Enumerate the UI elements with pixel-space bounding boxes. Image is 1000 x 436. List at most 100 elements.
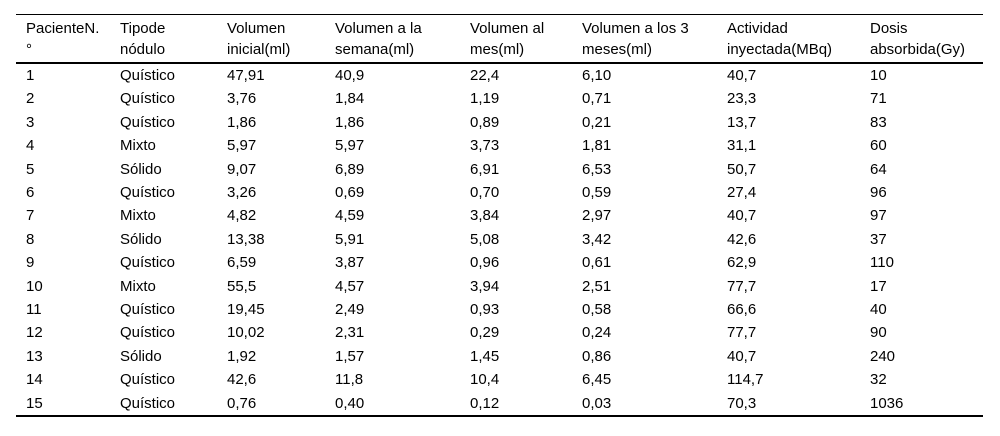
cell-volumen-semana: 3,87 — [335, 254, 365, 272]
cell-dosis-absorbida: 64 — [870, 160, 887, 178]
table-row: 9 Quístico 6,59 3,87 0,96 0,61 62,9 110 — [16, 251, 983, 274]
cell-tipo-nodulo: Sólido — [120, 230, 162, 248]
header-text-line1: Dosis — [870, 20, 908, 37]
table-row: 6 Quístico 3,26 0,69 0,70 0,59 27,4 96 — [16, 181, 983, 204]
cell-volumen-mes: 0,29 — [470, 324, 500, 342]
cell-dosis-absorbida: 32 — [870, 371, 887, 389]
cell-volumen-semana: 2,49 — [335, 301, 365, 319]
table-row: 10 Mixto 55,5 4,57 3,94 2,51 77,7 17 — [16, 275, 983, 298]
cell-tipo-nodulo: Sólido — [120, 160, 162, 178]
cell-actividad-inyectada: 13,7 — [727, 113, 757, 131]
cell-actividad-inyectada: 114,7 — [727, 371, 764, 389]
table-row: 15 Quístico 0,76 0,40 0,12 0,03 70,3 1036 — [16, 392, 983, 416]
table-row: 14 Quístico 42,6 11,8 10,4 6,45 114,7 32 — [16, 368, 983, 391]
cell-volumen-semana: 4,57 — [335, 277, 365, 295]
cell-paciente-numero: 9 — [26, 254, 35, 272]
cell-volumen-3-meses: 0,61 — [582, 254, 612, 272]
cell-volumen-mes: 6,91 — [470, 160, 500, 178]
cell-volumen-inicial: 3,26 — [227, 184, 257, 202]
cell-volumen-mes: 0,12 — [470, 394, 500, 412]
column-header-tipo-nodulo: Tipode nódulo — [120, 15, 227, 64]
cell-volumen-inicial: 10,02 — [227, 324, 265, 342]
cell-volumen-mes: 0,96 — [470, 254, 500, 272]
table-row: 5 Sólido 9,07 6,89 6,91 6,53 50,7 64 — [16, 158, 983, 181]
cell-volumen-inicial: 1,92 — [227, 347, 257, 365]
cell-volumen-3-meses: 0,58 — [582, 301, 612, 319]
cell-volumen-inicial: 55,5 — [227, 277, 257, 295]
cell-dosis-absorbida: 83 — [870, 113, 887, 131]
header-text-line1: Volumen a la — [335, 20, 422, 37]
cell-tipo-nodulo: Quístico — [120, 254, 176, 272]
table-row: 13 Sólido 1,92 1,57 1,45 0,86 40,7 240 — [16, 345, 983, 368]
table-row: 1 Quístico 47,91 40,9 22,4 6,10 40,7 10 — [16, 63, 983, 87]
cell-actividad-inyectada: 77,7 — [727, 324, 757, 342]
cell-volumen-3-meses: 0,86 — [582, 347, 612, 365]
cell-paciente-numero: 5 — [26, 160, 35, 178]
cell-volumen-inicial: 3,76 — [227, 90, 257, 108]
cell-dosis-absorbida: 40 — [870, 301, 887, 319]
cell-volumen-semana: 0,69 — [335, 184, 365, 202]
cell-tipo-nodulo: Mixto — [120, 207, 156, 225]
cell-volumen-mes: 1,45 — [470, 347, 500, 365]
cell-volumen-semana: 2,31 — [335, 324, 365, 342]
cell-tipo-nodulo: Quístico — [120, 184, 176, 202]
cell-volumen-inicial: 1,86 — [227, 113, 257, 131]
header-text-line1: Volumen a los 3 — [582, 20, 689, 37]
cell-volumen-inicial: 42,6 — [227, 371, 257, 389]
cell-tipo-nodulo: Quístico — [120, 324, 176, 342]
header-text-line2: semana(ml) — [335, 41, 415, 58]
table-row: 8 Sólido 13,38 5,91 5,08 3,42 42,6 37 — [16, 228, 983, 251]
cell-volumen-inicial: 47,91 — [227, 67, 265, 84]
cell-dosis-absorbida: 10 — [870, 67, 887, 84]
cell-actividad-inyectada: 70,3 — [727, 394, 757, 412]
cell-dosis-absorbida: 60 — [870, 137, 887, 155]
cell-dosis-absorbida: 97 — [870, 207, 887, 225]
cell-dosis-absorbida: 96 — [870, 184, 887, 202]
table-row: 11 Quístico 19,45 2,49 0,93 0,58 66,6 40 — [16, 298, 983, 321]
cell-actividad-inyectada: 31,1 — [727, 137, 757, 155]
cell-volumen-inicial: 4,82 — [227, 207, 257, 225]
cell-tipo-nodulo: Mixto — [120, 137, 156, 155]
cell-actividad-inyectada: 50,7 — [727, 160, 757, 178]
cell-actividad-inyectada: 40,7 — [727, 347, 757, 365]
cell-paciente-numero: 2 — [26, 90, 35, 108]
cell-volumen-mes: 0,89 — [470, 113, 500, 131]
column-header-paciente-numero: PacienteN. ° — [16, 15, 120, 64]
cell-paciente-numero: 6 — [26, 184, 35, 202]
cell-volumen-mes: 3,84 — [470, 207, 500, 225]
column-header-volumen-inicial: Volumen inicial(ml) — [227, 15, 335, 64]
cell-volumen-3-meses: 6,10 — [582, 67, 612, 84]
header-text-line1: PacienteN. — [26, 20, 100, 37]
cell-volumen-inicial: 19,45 — [227, 301, 265, 319]
cell-volumen-3-meses: 0,03 — [582, 394, 612, 412]
cell-volumen-mes: 1,19 — [470, 90, 500, 108]
cell-dosis-absorbida: 110 — [870, 254, 894, 272]
cell-dosis-absorbida: 240 — [870, 347, 896, 365]
cell-volumen-3-meses: 0,71 — [582, 90, 612, 108]
cell-volumen-3-meses: 2,51 — [582, 277, 612, 295]
header-text-line2: ° — [26, 41, 32, 58]
cell-volumen-semana: 5,91 — [335, 230, 365, 248]
cell-tipo-nodulo: Quístico — [120, 90, 176, 108]
cell-volumen-3-meses: 0,21 — [582, 113, 612, 131]
header-row: PacienteN. ° Tipode nódulo Volumen inicial(ml… — [16, 15, 983, 64]
cell-dosis-absorbida: 71 — [870, 90, 887, 108]
cell-actividad-inyectada: 40,7 — [727, 67, 757, 84]
cell-volumen-3-meses: 0,24 — [582, 324, 612, 342]
table-row: 2 Quístico 3,76 1,84 1,19 0,71 23,3 71 — [16, 87, 983, 110]
cell-volumen-inicial: 13,38 — [227, 230, 265, 248]
header-text-line2: mes(ml) — [470, 41, 525, 58]
cell-volumen-inicial: 6,59 — [227, 254, 257, 272]
cell-paciente-numero: 12 — [26, 324, 43, 342]
column-header-actividad-inyectada: Actividad inyectada(MBq) — [727, 15, 870, 64]
table-row: 7 Mixto 4,82 4,59 3,84 2,97 40,7 97 — [16, 204, 983, 227]
column-header-volumen-mes: Volumen al mes(ml) — [470, 15, 582, 64]
header-text-line2: absorbida(Gy) — [870, 41, 966, 58]
table-row: 4 Mixto 5,97 5,97 3,73 1,81 31,1 60 — [16, 134, 983, 157]
cell-tipo-nodulo: Quístico — [120, 394, 176, 412]
cell-volumen-semana: 40,9 — [335, 67, 365, 84]
cell-tipo-nodulo: Quístico — [120, 301, 176, 319]
cell-volumen-3-meses: 6,53 — [582, 160, 612, 178]
column-header-volumen-3-meses: Volumen a los 3 meses(ml) — [582, 15, 727, 64]
